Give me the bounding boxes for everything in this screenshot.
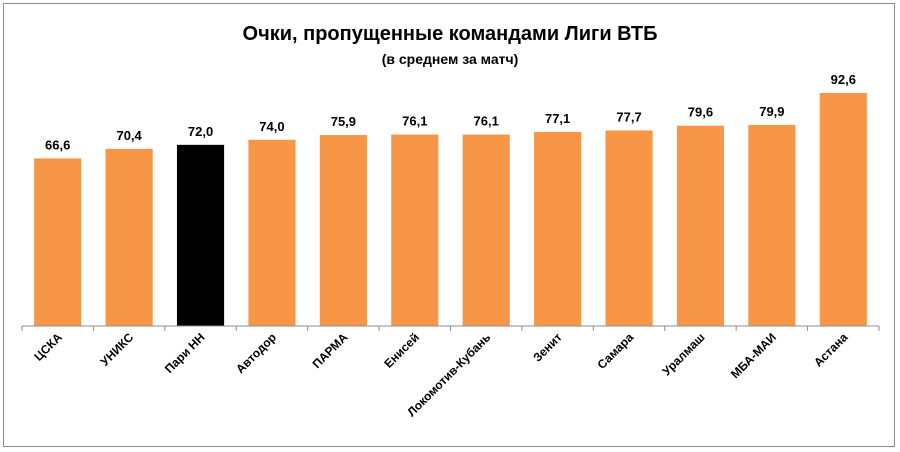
value-label-9: 77,7 [616, 109, 641, 124]
bar-1 [34, 158, 82, 326]
bar-7 [462, 134, 510, 326]
category-label-11: МБА-МАИ [728, 330, 779, 381]
value-label-10: 79,6 [688, 105, 713, 120]
category-label-8: Зенит [530, 330, 565, 365]
category-label-9: Самара [595, 330, 637, 372]
value-label-8: 77,1 [545, 111, 570, 126]
category-label-12: Астана [811, 330, 851, 370]
category-label-6: Енисей [381, 330, 422, 371]
chart-subtitle: (в среднем за матч) [382, 51, 519, 67]
bar-4 [248, 139, 296, 326]
category-label-3: Пари НН [162, 330, 208, 376]
value-label-4: 74,0 [259, 119, 284, 134]
bar-11 [748, 124, 796, 327]
bar-2 [105, 148, 153, 326]
bar-3 [176, 144, 225, 326]
value-label-7: 76,1 [474, 114, 499, 129]
bar-8 [534, 132, 582, 326]
category-label-2: УНИКС [98, 330, 137, 369]
category-label-4: Автодор [233, 330, 279, 376]
category-label-5: ПАРМА [310, 330, 351, 371]
value-label-5: 75,9 [331, 114, 356, 129]
bar-9 [605, 130, 653, 326]
category-label-10: Уралмаш [659, 330, 707, 378]
value-label-6: 76,1 [402, 114, 427, 129]
category-labels: ЦСКА УНИКС Пари НН Автодор ПАРМА ЕнисейЛокомо… [31, 330, 850, 419]
bar-12 [819, 93, 867, 326]
value-label-3: 72,0 [188, 124, 213, 139]
category-label-1: ЦСКА [31, 330, 65, 364]
chart-title: Очки, пропущенные командами Лиги ВТБ [243, 23, 658, 45]
value-label-12: 92,6 [831, 72, 856, 87]
value-label-11: 79,9 [759, 104, 784, 119]
x-axis-ticks [21, 326, 880, 331]
bar-6 [391, 134, 439, 326]
value-label-2: 70,4 [116, 128, 142, 143]
value-label-1: 66,6 [45, 137, 70, 152]
bar-5 [319, 135, 367, 326]
bar-10 [676, 125, 725, 326]
bars-group: 66,6 70,4 72,0 74,0 75,9 76,1 76,1 77,1 77,7 79,6… [34, 72, 867, 327]
